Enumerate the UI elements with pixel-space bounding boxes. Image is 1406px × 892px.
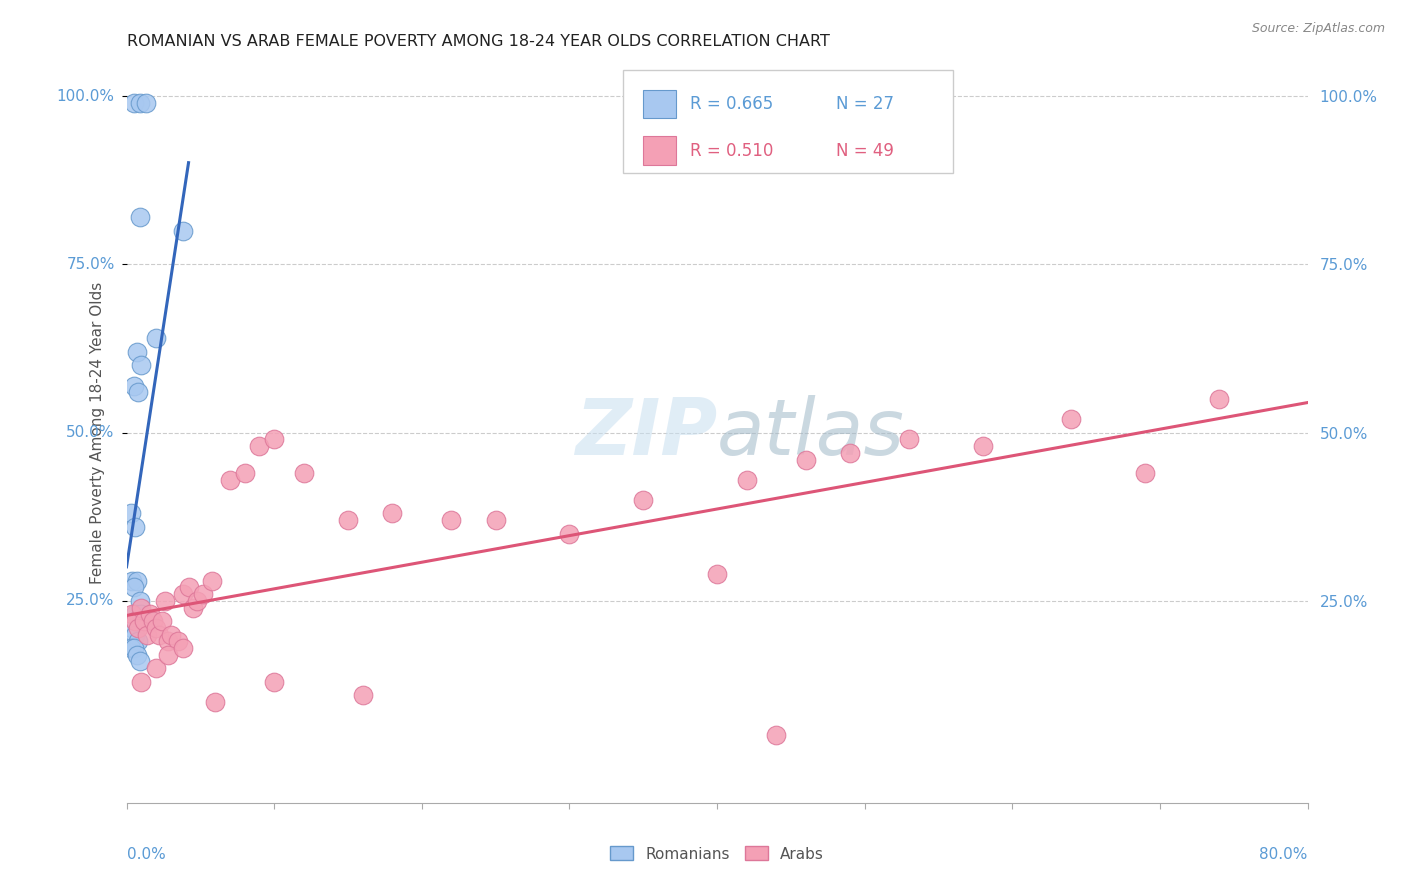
Point	[142, 614, 165, 628]
Point	[120, 507, 142, 521]
Text: N = 49: N = 49	[835, 142, 894, 160]
Bar	[643, 136, 676, 165]
Point	[145, 661, 167, 675]
Point	[136, 627, 159, 641]
Point	[145, 331, 167, 345]
Y-axis label: Female Poverty Among 18-24 Year Olds: Female Poverty Among 18-24 Year Olds	[90, 282, 105, 583]
Point	[129, 607, 153, 622]
Point	[204, 695, 226, 709]
Text: 50.0%: 50.0%	[66, 425, 115, 440]
Point	[794, 452, 817, 467]
Point	[124, 614, 146, 628]
Text: R = 0.510: R = 0.510	[690, 142, 773, 160]
Point	[558, 526, 581, 541]
Point	[125, 344, 148, 359]
Point	[128, 594, 150, 608]
Point	[121, 621, 143, 635]
Point	[124, 520, 146, 534]
Text: ZIP: ZIP	[575, 394, 717, 471]
Point	[706, 566, 728, 581]
Point	[148, 627, 170, 641]
Point	[172, 587, 194, 601]
Point	[121, 574, 143, 588]
Point	[139, 607, 162, 622]
Point	[633, 492, 655, 507]
Point	[145, 621, 167, 635]
Point	[127, 621, 149, 635]
Point	[263, 674, 285, 689]
Point	[134, 614, 156, 628]
Point	[249, 439, 271, 453]
Text: 75.0%: 75.0%	[66, 257, 115, 272]
Point	[122, 640, 145, 655]
Text: Source: ZipAtlas.com: Source: ZipAtlas.com	[1251, 22, 1385, 36]
Point	[381, 507, 404, 521]
Point	[128, 655, 150, 669]
Point	[129, 674, 153, 689]
Point	[125, 648, 148, 662]
Point	[172, 640, 194, 655]
Point	[898, 433, 921, 447]
Point	[181, 600, 204, 615]
Point	[186, 594, 208, 608]
Point	[337, 513, 360, 527]
Point	[121, 607, 143, 622]
Text: atlas: atlas	[717, 394, 905, 471]
Text: 100.0%: 100.0%	[56, 88, 115, 103]
Point	[153, 594, 176, 608]
Point	[765, 729, 787, 743]
Point	[1135, 466, 1157, 480]
Point	[128, 211, 150, 225]
Point	[134, 614, 156, 628]
Point	[127, 634, 149, 648]
Text: 80.0%: 80.0%	[1260, 847, 1308, 862]
Point	[156, 634, 179, 648]
Point	[125, 574, 148, 588]
Point	[972, 439, 994, 453]
Point	[129, 359, 153, 373]
Point	[122, 581, 145, 595]
Point	[122, 95, 145, 110]
Point	[177, 581, 200, 595]
Point	[735, 473, 758, 487]
Text: 25.0%: 25.0%	[66, 593, 115, 608]
Point	[440, 513, 463, 527]
Text: ROMANIAN VS ARAB FEMALE POVERTY AMONG 18-24 YEAR OLDS CORRELATION CHART: ROMANIAN VS ARAB FEMALE POVERTY AMONG 18…	[127, 34, 830, 49]
Point	[127, 385, 149, 400]
Point	[160, 627, 183, 641]
Point	[193, 587, 215, 601]
Point	[150, 614, 173, 628]
Point	[1208, 392, 1230, 406]
Point	[124, 627, 146, 641]
Point	[292, 466, 315, 480]
Point	[135, 95, 157, 110]
Point	[219, 473, 242, 487]
FancyBboxPatch shape	[623, 70, 953, 173]
Point	[233, 466, 256, 480]
Text: R = 0.665: R = 0.665	[690, 95, 773, 113]
Point	[172, 224, 194, 238]
Point	[122, 378, 145, 392]
Point	[201, 574, 224, 588]
Point	[124, 607, 146, 622]
Point	[838, 446, 860, 460]
Text: 0.0%: 0.0%	[127, 847, 166, 862]
Point	[263, 433, 285, 447]
Point	[167, 634, 190, 648]
Text: N = 27: N = 27	[835, 95, 894, 113]
Point	[120, 640, 142, 655]
Point	[129, 600, 153, 615]
Point	[128, 95, 150, 110]
Point	[1060, 412, 1083, 426]
Point	[138, 614, 160, 628]
Point	[484, 513, 508, 527]
Point	[352, 688, 374, 702]
Bar	[643, 90, 676, 119]
Point	[156, 648, 179, 662]
Legend: Romanians, Arabs: Romanians, Arabs	[602, 838, 832, 869]
